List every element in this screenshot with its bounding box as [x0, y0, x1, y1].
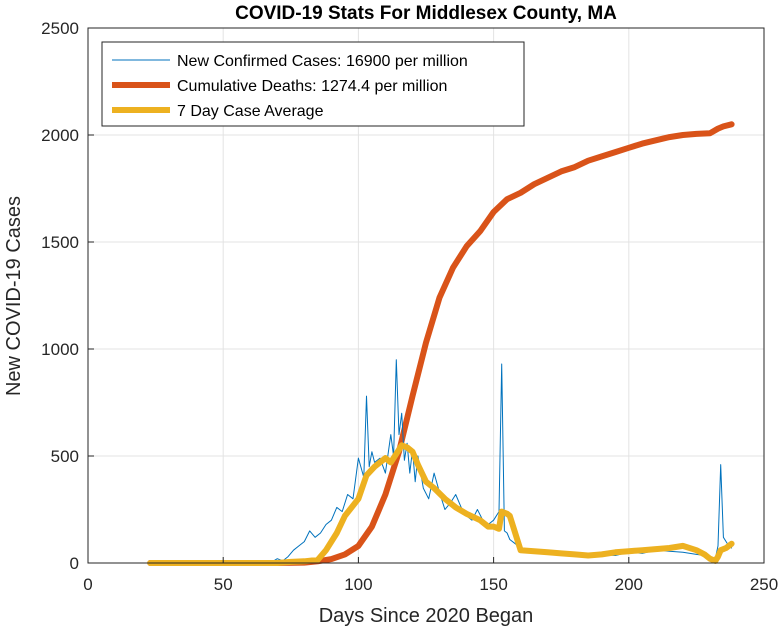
- x-tick-label: 50: [214, 575, 233, 594]
- y-tick-label: 1500: [41, 233, 79, 252]
- y-tick-label: 0: [70, 554, 79, 573]
- series-line-2: [147, 442, 735, 566]
- x-tick-label: 0: [83, 575, 92, 594]
- x-tick-label: 250: [750, 575, 778, 594]
- y-tick-label: 2000: [41, 126, 79, 145]
- y-tick-label: 1000: [41, 340, 79, 359]
- x-axis-label: Days Since 2020 Began: [319, 605, 534, 627]
- legend-entry: Cumulative Deaths: 1274.4 per million: [177, 78, 447, 95]
- x-tick-label: 150: [479, 575, 507, 594]
- x-tick-label: 100: [344, 575, 372, 594]
- legend-entry: New Confirmed Cases: 16900 per million: [177, 53, 468, 70]
- legend: New Confirmed Cases: 16900 per million Cu…: [101, 41, 525, 127]
- chart-title: COVID-19 Stats For Middlesex County, MA: [235, 3, 617, 24]
- y-axis-label: New COVID-19 Cases: [3, 196, 25, 396]
- x-tick-label: 200: [615, 575, 643, 594]
- legend-entry: 7 Day Case Average: [177, 103, 324, 120]
- y-tick-label: 500: [51, 447, 79, 466]
- plot-area-border: [87, 27, 765, 564]
- legend-box: [101, 41, 525, 127]
- series-layer: [147, 121, 735, 566]
- series-line-1: [147, 121, 735, 566]
- y-tick-label: 2500: [41, 19, 79, 38]
